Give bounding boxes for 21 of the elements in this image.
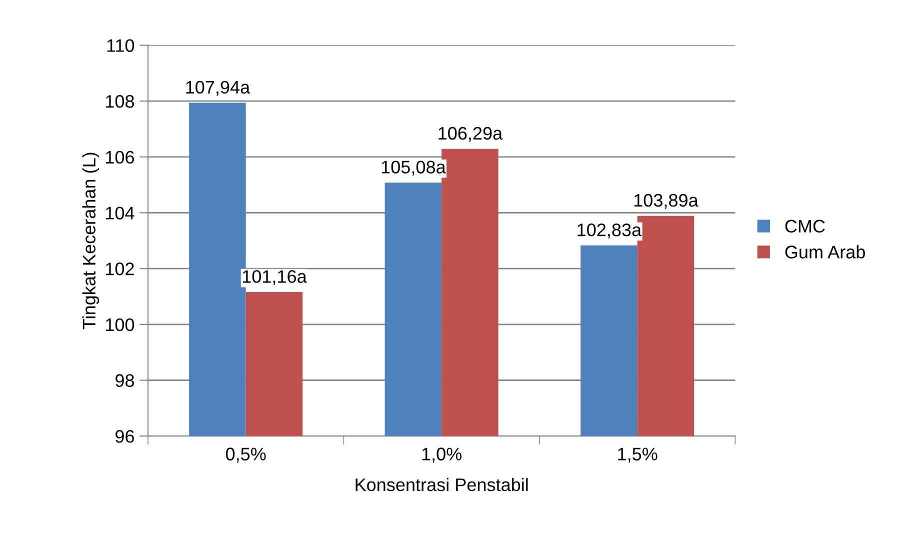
- y-tick-label: 108: [106, 95, 134, 108]
- x-tick-label: 0,5%: [226, 448, 266, 463]
- x-axis-title: Konsentrasi Penstabil: [356, 478, 528, 492]
- x-tick-label: 1,0%: [422, 448, 462, 463]
- data-label: 102,83a: [578, 224, 642, 238]
- y-tick-label: 102: [106, 262, 134, 276]
- y-tick-label: 96: [116, 430, 134, 443]
- y-tick-label: 106: [106, 150, 134, 164]
- y-axis-title: Tingkat Kecerahan (L): [82, 152, 100, 330]
- data-label: 101,16a: [242, 270, 307, 286]
- data-label: 103,89a: [634, 194, 698, 209]
- legend-label: Gum Arab: [785, 245, 865, 258]
- y-tick-label: 98: [116, 374, 134, 387]
- x-tick-label: 1,5%: [618, 448, 658, 463]
- y-tick-label: 100: [106, 318, 134, 332]
- data-label: 107,94a: [186, 80, 250, 96]
- data-label: 106,29a: [438, 126, 503, 142]
- legend-label: CMC: [785, 220, 825, 233]
- y-tick-label: 104: [106, 206, 134, 220]
- y-tick-label: 110: [107, 39, 134, 52]
- data-label: 105,08a: [382, 160, 446, 176]
